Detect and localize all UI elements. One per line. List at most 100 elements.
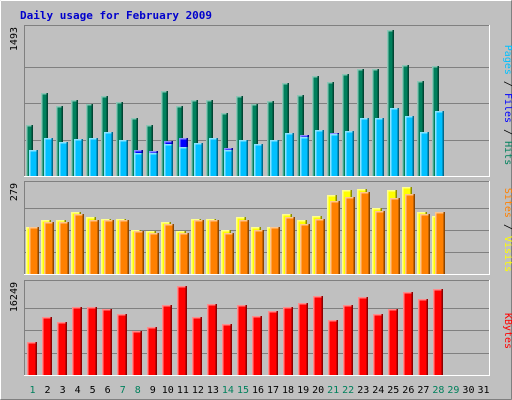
- bar-highlight: [297, 95, 304, 97]
- bar-shadow: [127, 220, 129, 274]
- bar-pages-day-1: [29, 150, 38, 176]
- bar-kbytes-day-19: [298, 303, 308, 375]
- bar-highlight: [435, 111, 444, 113]
- bar-highlight: [44, 222, 54, 224]
- legend-kbytes: KBytes: [502, 313, 512, 349]
- bar-highlight: [312, 76, 319, 78]
- bar-kbytes-day-15: [237, 305, 247, 375]
- bar-highlight: [74, 139, 83, 141]
- bar-highlight: [358, 297, 368, 299]
- bar-highlight: [390, 108, 392, 176]
- bar-highlight: [224, 148, 233, 150]
- bar-shadow: [185, 286, 187, 375]
- x-label-day-17: 17: [267, 385, 279, 396]
- bar-highlight: [101, 96, 103, 176]
- bar-highlight: [191, 100, 198, 102]
- bar-highlight: [343, 305, 353, 307]
- bar-sites-day-6: [104, 220, 114, 274]
- bar-highlight: [298, 303, 308, 305]
- bar-shadow: [261, 144, 263, 176]
- bar-kbytes-fill: [207, 304, 217, 375]
- bar-pages-fill: [194, 143, 203, 176]
- bar-highlight: [87, 307, 89, 375]
- bar-pages-fill: [104, 132, 113, 176]
- bar-sites-fill: [194, 220, 204, 274]
- bar-pages-fill: [89, 138, 98, 176]
- bar-highlight: [222, 324, 232, 326]
- bar-hits-day-15: [236, 96, 243, 176]
- bar-highlight: [221, 113, 228, 115]
- bar-highlight: [59, 222, 61, 274]
- x-label-day-19: 19: [297, 385, 309, 396]
- bar-highlight: [41, 220, 43, 274]
- x-label-day-3: 3: [60, 385, 66, 396]
- bar-highlight: [342, 74, 349, 76]
- bar-shadow: [67, 222, 69, 274]
- bar-highlight: [387, 190, 389, 274]
- bar-shadow: [95, 307, 97, 375]
- bar-pages-fill: [134, 153, 143, 176]
- bar-highlight: [209, 220, 219, 222]
- bar-kbytes-day-22: [343, 305, 353, 375]
- bar-highlight: [405, 194, 407, 274]
- bar-highlight: [343, 305, 345, 375]
- bar-highlight: [224, 233, 226, 274]
- bar-shadow: [383, 211, 385, 274]
- bar-highlight: [270, 227, 272, 274]
- bar-pages-fill: [285, 133, 294, 176]
- bar-highlight: [146, 231, 156, 233]
- bar-highlight: [116, 219, 118, 274]
- bar-highlight: [237, 305, 247, 307]
- legend-sites-visits: Sites / Visits: [502, 188, 512, 272]
- bar-kbytes-fill: [298, 303, 308, 375]
- bar-highlight: [132, 331, 134, 375]
- panel-kbytes: 16249: [9, 280, 490, 376]
- bar-highlight: [330, 134, 332, 176]
- bar-shadow: [81, 139, 83, 176]
- bar-sites-fill: [300, 224, 310, 274]
- bar-shadow: [306, 303, 308, 375]
- bar-highlight: [179, 233, 189, 235]
- bar-highlight: [209, 138, 218, 140]
- bar-kbytes-fill: [222, 324, 232, 375]
- bar-highlight: [405, 116, 407, 176]
- bar-highlight: [146, 125, 148, 176]
- bar-highlight: [104, 132, 113, 134]
- bar-kbytes-fill: [27, 342, 37, 375]
- bar-highlight: [176, 106, 183, 108]
- bar-highlight: [387, 190, 397, 192]
- bar-highlight: [162, 305, 164, 375]
- bar-shadow: [171, 144, 173, 176]
- bar-shadow: [97, 220, 99, 274]
- bar-shadow: [352, 131, 354, 176]
- bar-shadow: [277, 140, 279, 176]
- bar-pages-fill: [345, 131, 354, 176]
- x-label-day-30: 30: [462, 385, 474, 396]
- bar-highlight: [177, 286, 187, 288]
- bar-highlight: [194, 220, 204, 222]
- x-label-day-2: 2: [45, 385, 51, 396]
- bar-kbytes-fill: [237, 305, 247, 375]
- bar-highlight: [358, 297, 360, 375]
- bar-sites-fill: [74, 214, 84, 274]
- bar-hits-day-18: [282, 83, 289, 176]
- bar-pages-day-28: [435, 111, 444, 176]
- bar-kbytes-day-13: [207, 304, 217, 375]
- bar-highlight: [285, 217, 287, 274]
- bar-highlight: [270, 140, 279, 142]
- bar-pages-fill: [375, 118, 384, 176]
- bar-hits-fill: [312, 76, 319, 176]
- bar-highlight: [176, 231, 186, 233]
- bar-highlight: [117, 314, 127, 316]
- bar-highlight: [131, 230, 133, 274]
- bar-highlight: [432, 66, 439, 68]
- bar-highlight: [254, 230, 256, 274]
- bar-highlight: [283, 307, 293, 309]
- x-label-day-14: 14: [222, 385, 234, 396]
- bar-kbytes-day-4: [72, 307, 82, 375]
- bar-sites-day-28: [435, 212, 445, 274]
- bar-highlight: [164, 144, 173, 146]
- bar-highlight: [390, 108, 399, 110]
- bar-shadow: [37, 227, 39, 274]
- bar-shadow: [187, 233, 189, 274]
